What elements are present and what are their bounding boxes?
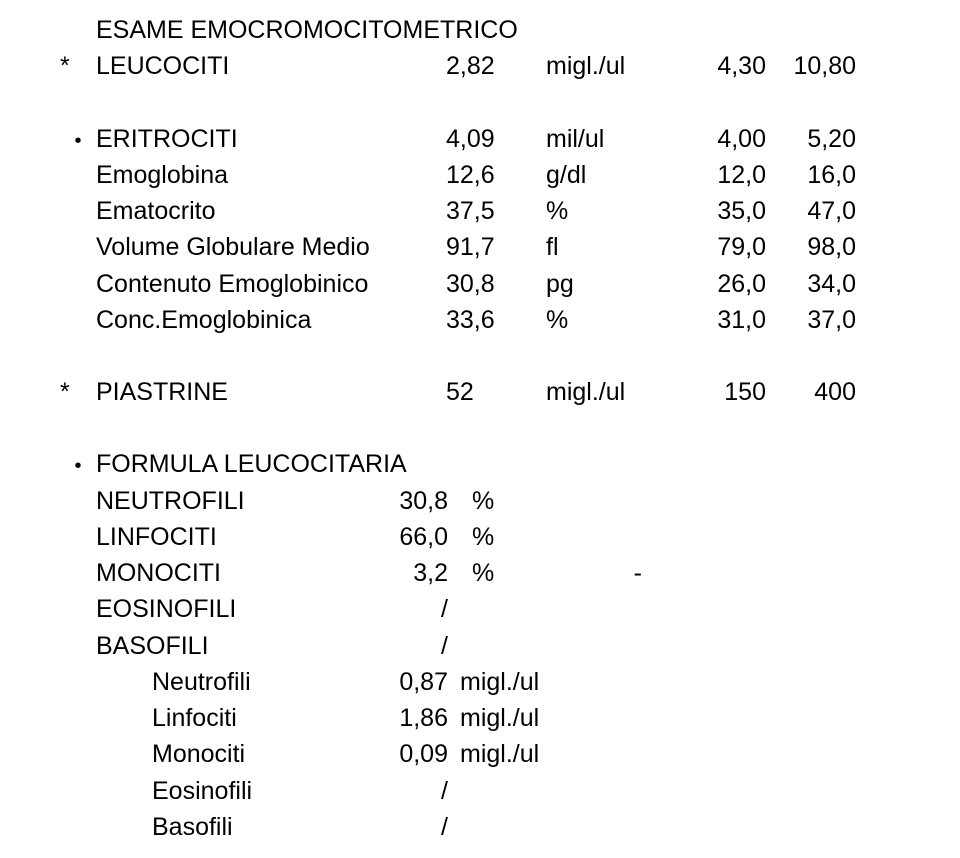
param-name: LEUCOCITI xyxy=(96,48,446,84)
param-unit: fl xyxy=(546,229,666,265)
abs-name: Monociti xyxy=(152,736,358,772)
param-min: 4,30 xyxy=(666,48,766,84)
param-unit: g/dl xyxy=(546,157,666,193)
param-unit: migl./ul xyxy=(546,48,666,84)
param-value: 91,7 xyxy=(446,229,546,265)
param-min: 35,0 xyxy=(666,193,766,229)
bullet-icon: • xyxy=(60,452,96,481)
exam-title: ESAME EMOCROMOCITOMETRICO xyxy=(96,12,518,48)
param-max: 16,0 xyxy=(766,157,856,193)
formula-value: 3,2 xyxy=(358,555,448,591)
abs-value: 0,09 xyxy=(358,736,448,772)
abs-name: Eosinofili xyxy=(152,773,358,809)
formula-name: MONOCITI xyxy=(96,555,358,591)
param-name: Ematocrito xyxy=(96,193,446,229)
param-unit: % xyxy=(546,302,666,338)
formula-unit: % xyxy=(448,519,542,555)
param-value: 52 xyxy=(446,374,546,410)
formula-name: EOSINOFILI xyxy=(96,591,358,627)
param-unit: pg xyxy=(546,266,666,302)
formula-value: / xyxy=(358,591,448,627)
param-max: 47,0 xyxy=(766,193,856,229)
param-value: 37,5 xyxy=(446,193,546,229)
formula-title: FORMULA LEUCOCITARIA xyxy=(96,446,407,482)
param-value: 30,8 xyxy=(446,266,546,302)
param-max: 34,0 xyxy=(766,266,856,302)
abs-value: / xyxy=(358,773,448,809)
flag-marker: * xyxy=(60,374,96,410)
param-max: 10,80 xyxy=(766,48,856,84)
lab-report: ESAME EMOCROMOCITOMETRICO * LEUCOCITI 2,… xyxy=(0,0,960,858)
param-value: 2,82 xyxy=(446,48,546,84)
param-value: 33,6 xyxy=(446,302,546,338)
abs-value: / xyxy=(358,809,448,845)
param-name: Conc.Emoglobinica xyxy=(96,302,446,338)
param-max: 98,0 xyxy=(766,229,856,265)
param-name: Emoglobina xyxy=(96,157,446,193)
formula-value: 66,0 xyxy=(358,519,448,555)
param-unit: mil/ul xyxy=(546,121,666,157)
param-max: 5,20 xyxy=(766,121,856,157)
param-value: 4,09 xyxy=(446,121,546,157)
abs-value: 0,87 xyxy=(358,664,448,700)
abs-name: Basofili xyxy=(152,809,358,845)
abs-unit: migl./ul xyxy=(448,700,590,736)
param-name: ERITROCITI xyxy=(96,121,446,157)
param-value: 12,6 xyxy=(446,157,546,193)
bullet-icon: • xyxy=(60,127,96,156)
abs-value: 1,86 xyxy=(358,700,448,736)
abs-unit: migl./ul xyxy=(448,664,590,700)
param-min: 31,0 xyxy=(666,302,766,338)
param-min: 4,00 xyxy=(666,121,766,157)
param-unit: % xyxy=(546,193,666,229)
param-min: 79,0 xyxy=(666,229,766,265)
param-max: 37,0 xyxy=(766,302,856,338)
param-min: 26,0 xyxy=(666,266,766,302)
abs-unit: migl./ul xyxy=(448,736,590,772)
formula-name: NEUTROFILI xyxy=(96,483,358,519)
abs-name: Neutrofili xyxy=(152,664,358,700)
param-min: 12,0 xyxy=(666,157,766,193)
formula-name: LINFOCITI xyxy=(96,519,358,555)
param-unit: migl./ul xyxy=(546,374,666,410)
formula-extra: - xyxy=(542,555,642,591)
param-max: 400 xyxy=(766,374,856,410)
param-name: PIASTRINE xyxy=(96,374,446,410)
formula-unit: % xyxy=(448,555,542,591)
flag-marker: * xyxy=(60,48,96,84)
param-name: Volume Globulare Medio xyxy=(96,229,446,265)
formula-unit: % xyxy=(448,483,542,519)
formula-value: 30,8 xyxy=(358,483,448,519)
formula-name: BASOFILI xyxy=(96,628,358,664)
abs-name: Linfociti xyxy=(152,700,358,736)
param-name: Contenuto Emoglobinico xyxy=(96,266,446,302)
param-min: 150 xyxy=(666,374,766,410)
formula-value: / xyxy=(358,628,448,664)
